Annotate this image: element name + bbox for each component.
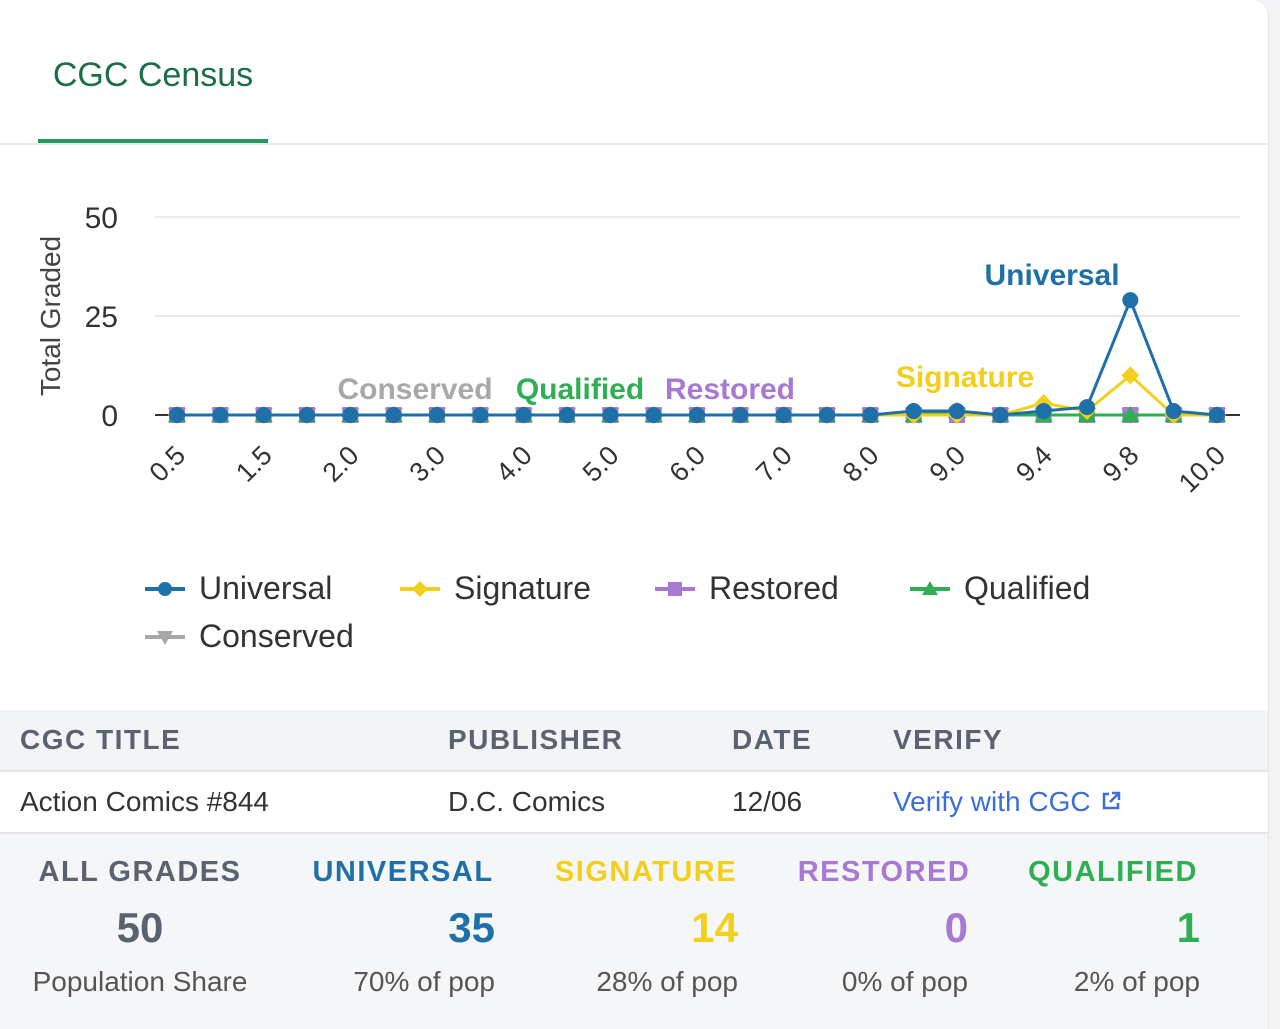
- stat-label-restored: RESTORED: [797, 856, 971, 888]
- stat-value-signature: 14: [691, 904, 738, 951]
- x-tick-label: 1.5: [230, 440, 278, 488]
- annotation-signature: Signature: [896, 361, 1034, 394]
- population-stats: ALL GRADES 50 Population Share UNIVERSAL 35 7…: [0, 834, 1268, 1029]
- data-point-universal: [949, 403, 965, 420]
- data-point-universal: [905, 403, 922, 420]
- x-tick-label: 5.0: [577, 440, 625, 488]
- data-point-universal: [472, 407, 489, 423]
- col-header-verify: VERIFY: [893, 724, 1004, 755]
- x-tick-label: 8.0: [837, 440, 885, 488]
- stat-label-signature: SIGNATURE: [554, 856, 738, 888]
- col-header-date: DATE: [732, 724, 813, 755]
- data-point-universal: [689, 407, 705, 423]
- data-point-universal: [515, 407, 532, 423]
- table-header: CGC TITLE PUBLISHER DATE VERIFY: [0, 710, 1268, 772]
- legend-label: Signature: [454, 570, 591, 606]
- data-point-universal: [1165, 403, 1182, 420]
- stat-label-universal: UNIVERSAL: [312, 856, 494, 888]
- data-point-signature: [1121, 366, 1140, 385]
- stat-share-all-grades: Population Share: [32, 966, 248, 997]
- data-point-universal: [1035, 403, 1052, 420]
- x-tick-label: 9.4: [1010, 440, 1058, 488]
- verify-link-label: Verify with CGC: [893, 786, 1091, 817]
- data-point-universal: [212, 407, 229, 423]
- y-axis-label: Total Graded: [35, 236, 66, 396]
- legend-label: Qualified: [964, 570, 1091, 606]
- tab-bar: CGC Census: [0, 0, 1268, 145]
- cell-publisher: D.C. Comics: [448, 786, 606, 817]
- legend-item-signature[interactable]: Signature: [400, 570, 591, 607]
- annotation-universal: Universal: [984, 259, 1119, 292]
- data-point-universal: [1079, 399, 1095, 416]
- annotation-restored: Restored: [665, 373, 795, 406]
- legend-label: Restored: [709, 570, 839, 606]
- data-point-universal: [1209, 407, 1225, 423]
- verify-with-cgc-link[interactable]: Verify with CGC: [893, 772, 1123, 832]
- x-tick-label: 0.5: [143, 440, 191, 488]
- legend-marker-circle-icon: [145, 581, 185, 596]
- legend-marker-square-icon: [655, 581, 695, 596]
- col-header-publisher: PUBLISHER: [448, 724, 624, 755]
- data-point-universal: [775, 407, 792, 423]
- stat-label-qualified: QUALIFIED: [1028, 856, 1198, 888]
- data-point-universal: [169, 407, 185, 423]
- data-point-universal: [602, 407, 619, 423]
- stat-share-signature: 28% of pop: [596, 966, 738, 997]
- data-point-universal: [385, 407, 402, 423]
- x-tick-label: 10.0: [1173, 440, 1231, 498]
- x-tick-label: 2.0: [317, 440, 365, 488]
- data-point-universal: [429, 407, 445, 423]
- y-tick-label: 25: [85, 301, 118, 334]
- cell-title: Action Comics #844: [20, 786, 270, 817]
- legend-item-conserved[interactable]: Conserved: [145, 618, 354, 655]
- stat-share-restored: 0% of pop: [841, 966, 968, 997]
- stat-share-qualified: 2% of pop: [1073, 966, 1200, 997]
- data-point-universal: [559, 407, 575, 423]
- stat-value-restored: 0: [944, 904, 968, 951]
- data-point-universal: [342, 407, 359, 423]
- annotation-conserved: Conserved: [337, 373, 492, 406]
- legend-item-restored[interactable]: Restored: [655, 570, 839, 607]
- stat-share-universal: 70% of pop: [353, 966, 495, 997]
- data-point-universal: [299, 407, 315, 423]
- data-point-universal: [732, 407, 749, 423]
- data-point-universal: [255, 407, 272, 423]
- legend-item-universal[interactable]: Universal: [145, 570, 332, 607]
- annotation-qualified: Qualified: [516, 373, 644, 406]
- table-row: Action Comics #844 D.C. Comics 12/06 Ver…: [0, 772, 1268, 834]
- x-tick-label: 9.0: [923, 440, 971, 488]
- stat-value-universal: 35: [448, 904, 495, 951]
- col-header-title: CGC TITLE: [20, 724, 182, 755]
- legend-item-qualified[interactable]: Qualified: [910, 570, 1090, 607]
- data-point-universal: [819, 407, 835, 423]
- legend-marker-diamond-icon: [400, 580, 440, 597]
- data-point-universal: [645, 407, 662, 423]
- legend-label: Universal: [199, 570, 333, 606]
- x-tick-label: 3.0: [403, 440, 451, 488]
- x-tick-label: 4.0: [490, 440, 538, 488]
- x-tick-label: 7.0: [750, 440, 798, 488]
- legend-marker-triangle-down-icon: [145, 630, 185, 645]
- stat-value-qualified: 1: [1176, 904, 1200, 951]
- data-point-universal: [992, 407, 1009, 423]
- x-tick-label: 9.8: [1097, 440, 1145, 488]
- legend-marker-triangle-icon: [910, 580, 950, 595]
- external-link-icon: [1102, 791, 1120, 810]
- y-tick-label: 0: [101, 400, 118, 433]
- x-tick-label: 6.0: [663, 440, 711, 488]
- y-tick-label: 50: [85, 202, 118, 235]
- data-point-qualified: [1121, 406, 1140, 422]
- cell-date: 12/06: [732, 786, 803, 817]
- data-point-universal: [862, 407, 879, 423]
- legend-label: Conserved: [199, 618, 354, 654]
- stat-label-all-grades: ALL GRADES: [38, 856, 242, 888]
- tab-cgc-census[interactable]: CGC Census: [38, 0, 268, 143]
- census-line-chart: Total Graded 0 25 50 0.5 1.5 2.0 3.0 4.0 5.0 6.0 7.…: [35, 202, 1240, 498]
- stat-value-all-grades: 50: [116, 904, 164, 951]
- data-point-universal: [1122, 292, 1139, 309]
